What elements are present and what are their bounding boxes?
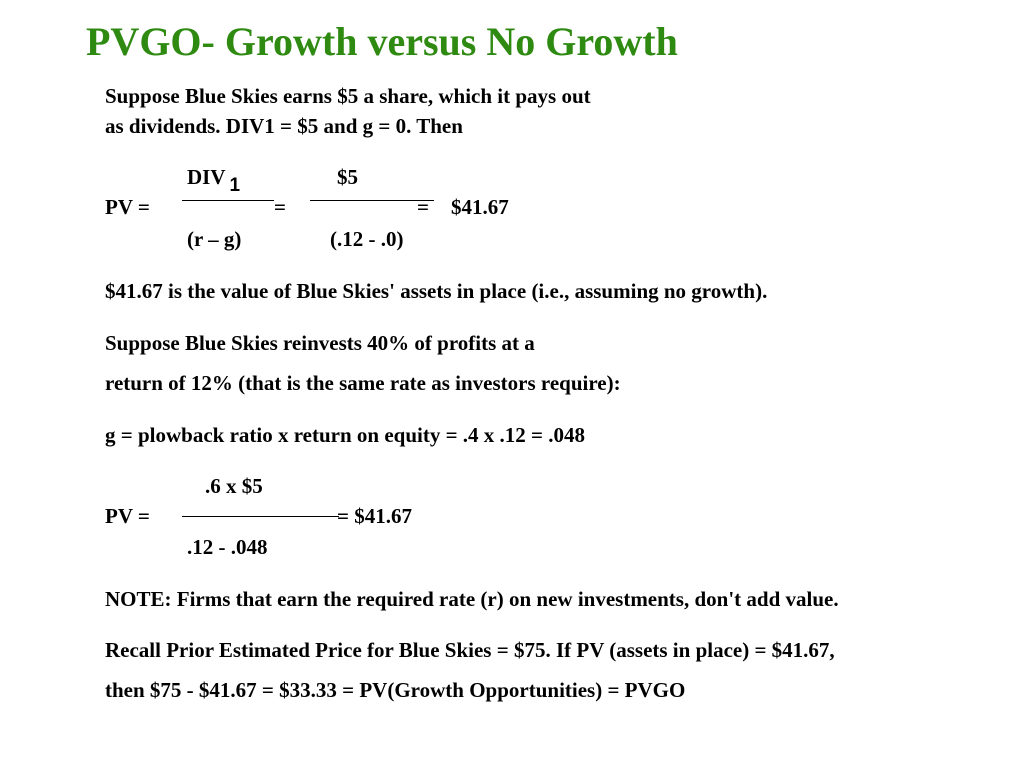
formula1-denominator-right: (.12 - .0) — [330, 227, 404, 251]
no-growth-statement: $41.67 is the value of Blue Skies' asset… — [105, 279, 768, 303]
slide-title: PVGO- Growth versus No Growth — [86, 19, 678, 64]
reinvest-line-1: Suppose Blue Skies reinvests 40% of prof… — [105, 331, 535, 355]
formula2-denominator: .12 - .048 — [187, 535, 268, 559]
note-text: NOTE: Firms that earn the required rate … — [105, 587, 839, 611]
formula1-fraction-bar-right — [310, 200, 434, 201]
formula1-equals-2: = — [417, 195, 429, 219]
formula1-div-label: DIV — [187, 165, 226, 189]
formula1-div-subscript: 1 — [229, 175, 241, 196]
formula1-denominator-left: (r – g) — [187, 227, 242, 251]
intro-line-2: as dividends. DIV1 = $5 and g = 0. Then — [105, 114, 463, 138]
formula1-numerator-right: $5 — [337, 165, 358, 189]
intro-line-1: Suppose Blue Skies earns $5 a share, whi… — [105, 84, 591, 108]
formula1-result: $41.67 — [451, 195, 509, 219]
reinvest-line-2: return of 12% (that is the same rate as … — [105, 371, 621, 395]
recall-line-2: then $75 - $41.67 = $33.33 = PV(Growth O… — [105, 678, 686, 702]
formula1-pv-label: PV = — [105, 195, 150, 219]
recall-line-1: Recall Prior Estimated Price for Blue Sk… — [105, 638, 835, 662]
formula2-pv-label: PV = — [105, 504, 150, 528]
formula2-fraction-bar — [182, 516, 339, 517]
formula1-numerator-left: DIV 1 — [187, 165, 240, 196]
formula1-fraction-bar-left — [182, 200, 274, 201]
growth-equation: g = plowback ratio x return on equity = … — [105, 423, 586, 447]
formula2-numerator: .6 x $5 — [205, 474, 263, 498]
formula2-result: = $41.67 — [337, 504, 412, 528]
formula1-equals-1: = — [274, 195, 286, 219]
